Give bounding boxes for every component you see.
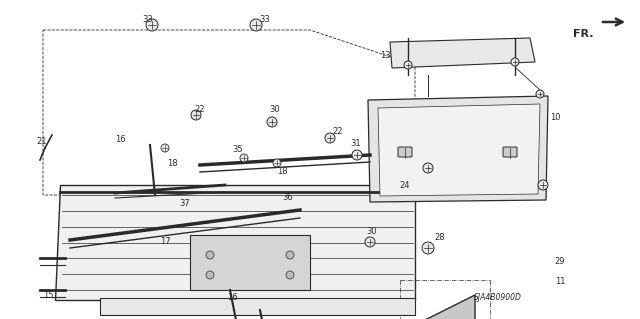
Circle shape [538, 180, 548, 190]
Text: 11: 11 [555, 278, 565, 286]
Circle shape [206, 271, 214, 279]
Text: 16: 16 [227, 293, 237, 302]
Circle shape [423, 163, 433, 173]
Text: 30: 30 [269, 106, 280, 115]
Polygon shape [190, 235, 310, 290]
Text: 22: 22 [195, 106, 205, 115]
Circle shape [191, 110, 201, 120]
Text: 36: 36 [283, 194, 293, 203]
Circle shape [286, 251, 294, 259]
Text: 17: 17 [160, 238, 170, 247]
Text: 29: 29 [555, 257, 565, 266]
Circle shape [365, 237, 375, 247]
Circle shape [286, 271, 294, 279]
Circle shape [536, 90, 544, 98]
Circle shape [146, 19, 158, 31]
Text: 35: 35 [233, 145, 243, 154]
FancyBboxPatch shape [398, 147, 412, 157]
Circle shape [273, 159, 281, 167]
Polygon shape [378, 104, 540, 196]
Text: SJA4B0900D: SJA4B0900D [474, 293, 522, 301]
Text: 16: 16 [115, 136, 125, 145]
Circle shape [325, 133, 335, 143]
Text: 18: 18 [166, 159, 177, 167]
Circle shape [240, 154, 248, 162]
Circle shape [404, 61, 412, 69]
Text: 37: 37 [180, 198, 190, 207]
Text: 22: 22 [333, 128, 343, 137]
Circle shape [161, 144, 169, 152]
Polygon shape [368, 96, 548, 202]
Text: 10: 10 [550, 114, 560, 122]
Circle shape [267, 117, 277, 127]
Text: 33: 33 [143, 16, 154, 25]
Text: 31: 31 [351, 138, 362, 147]
Text: 18: 18 [276, 167, 287, 176]
Circle shape [352, 150, 362, 160]
Text: 33: 33 [260, 16, 270, 25]
Text: 28: 28 [435, 234, 445, 242]
Text: 24: 24 [400, 181, 410, 189]
Text: 30: 30 [367, 227, 378, 236]
Polygon shape [55, 185, 415, 300]
Text: 15: 15 [43, 291, 53, 300]
Text: FR.: FR. [573, 29, 594, 39]
Circle shape [206, 251, 214, 259]
Polygon shape [425, 295, 475, 319]
Polygon shape [390, 38, 535, 68]
Circle shape [422, 242, 434, 254]
Text: 21: 21 [36, 137, 47, 146]
Circle shape [511, 58, 519, 66]
FancyBboxPatch shape [503, 147, 517, 157]
Circle shape [250, 19, 262, 31]
Text: 13: 13 [380, 51, 390, 61]
Polygon shape [100, 298, 415, 315]
